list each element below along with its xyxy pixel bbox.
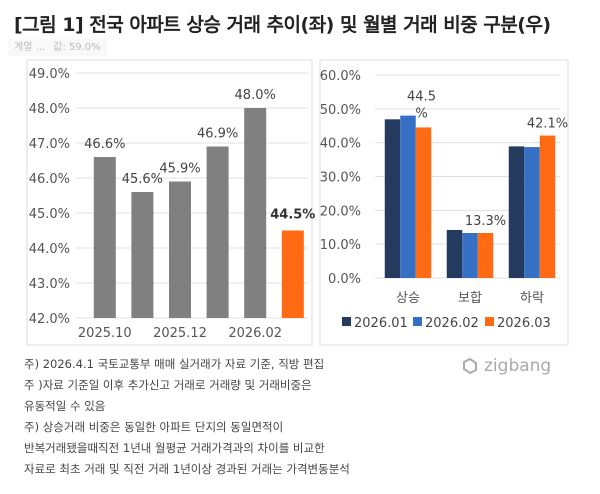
- data-label: 46.9%: [197, 127, 238, 142]
- y-tick-label: 44.0%: [29, 242, 70, 257]
- y-tick-label: 20.0%: [320, 204, 361, 219]
- legend-label: 2026.02: [425, 316, 479, 331]
- y-tick-label: 60.0%: [320, 69, 361, 84]
- bar: [131, 192, 154, 318]
- y-tick-label: 47.0%: [29, 137, 70, 152]
- y-tick-label: 46.0%: [29, 172, 70, 187]
- footnote: 반복거래됐을때직전 1년내 월평균 거래가격과의 차이를 비교한: [24, 441, 325, 455]
- data-label: 42.1%: [527, 117, 568, 132]
- y-tick-label: 45.0%: [29, 207, 70, 222]
- chart-tooltip: 계열 ... 값: 59.0%: [8, 39, 107, 56]
- bar: [206, 146, 229, 318]
- x-tick-label: 보합: [458, 291, 482, 306]
- data-label: 45.9%: [159, 162, 200, 177]
- y-tick-label: 43.0%: [29, 277, 70, 292]
- bar: [169, 181, 191, 318]
- data-label: 46.6%: [84, 137, 125, 152]
- tooltip-series: 계열 ...: [14, 42, 46, 53]
- legend-swatch: [485, 317, 494, 326]
- tooltip-value: 값: 59.0%: [53, 42, 101, 53]
- x-tick-label: 2025.10: [78, 326, 132, 341]
- footnote: 주) 상승거래 비중은 동일한 아파트 단지의 동일면적이: [24, 420, 284, 434]
- data-label: 45.6%: [122, 172, 163, 187]
- x-tick-label: 하락: [520, 291, 544, 306]
- bar-2026.01: [508, 146, 525, 278]
- y-tick-label: 10.0%: [320, 238, 361, 253]
- y-tick-label: 50.0%: [320, 103, 361, 118]
- bar-2026.03: [477, 233, 494, 278]
- bar: [244, 108, 267, 318]
- data-label: 48.0%: [235, 88, 276, 103]
- bar-2026.02: [462, 233, 478, 278]
- y-tick-label: 42.0%: [29, 312, 70, 327]
- bar-2026.02: [524, 147, 540, 278]
- y-tick-label: 49.0%: [29, 67, 70, 82]
- zigbang-logo: zigbang: [460, 356, 551, 376]
- y-tick-label: 0.0%: [328, 272, 361, 287]
- data-label: 44.5%: [270, 208, 315, 223]
- footnotes: 주) 2026.4.1 국토교통부 매매 실거래가 자료 기준, 직방 편집 주…: [24, 354, 350, 480]
- footnote: 유동적일 수 있음: [24, 399, 106, 413]
- data-label: 44.5: [407, 89, 436, 104]
- zigbang-logo-icon: [463, 357, 477, 375]
- data-label: 13.3%: [465, 214, 506, 229]
- bar-2026.03: [539, 135, 556, 278]
- y-tick-label: 40.0%: [320, 137, 361, 152]
- bar-2026.01: [446, 229, 463, 278]
- bar: [281, 230, 304, 318]
- bar: [93, 157, 116, 318]
- legend-swatch: [342, 317, 351, 326]
- y-tick-label: 48.0%: [29, 102, 70, 117]
- bar-2026.03: [415, 127, 432, 278]
- legend-label: 2026.01: [354, 316, 408, 331]
- footnote: 주) 2026.4.1 국토교통부 매매 실거래가 자료 기준, 직방 편집: [24, 357, 325, 371]
- figure-title: [그림 1] 전국 아파트 상승 거래 추이(좌) 및 월별 거래 비중 구분(…: [14, 14, 551, 36]
- legend-swatch: [413, 317, 422, 326]
- y-tick-label: 30.0%: [320, 171, 361, 186]
- legend-label: 2026.03: [497, 316, 551, 331]
- footnote: 주 )자료 기준일 이후 추가신고 거래로 거래량 및 거래비중은: [24, 378, 312, 392]
- x-tick-label: 2026.02: [228, 326, 282, 341]
- bar-2026.02: [400, 115, 416, 278]
- footnote: 자료로 최초 거래 및 직전 거래 1년이상 경과된 거래는 가격변동분석: [24, 462, 350, 476]
- zigbang-logo-text: zigbang: [484, 356, 552, 376]
- x-tick-label: 상승: [396, 291, 420, 306]
- data-label: %: [415, 106, 427, 121]
- x-tick-label: 2025.12: [153, 326, 207, 341]
- bar-2026.01: [384, 119, 401, 279]
